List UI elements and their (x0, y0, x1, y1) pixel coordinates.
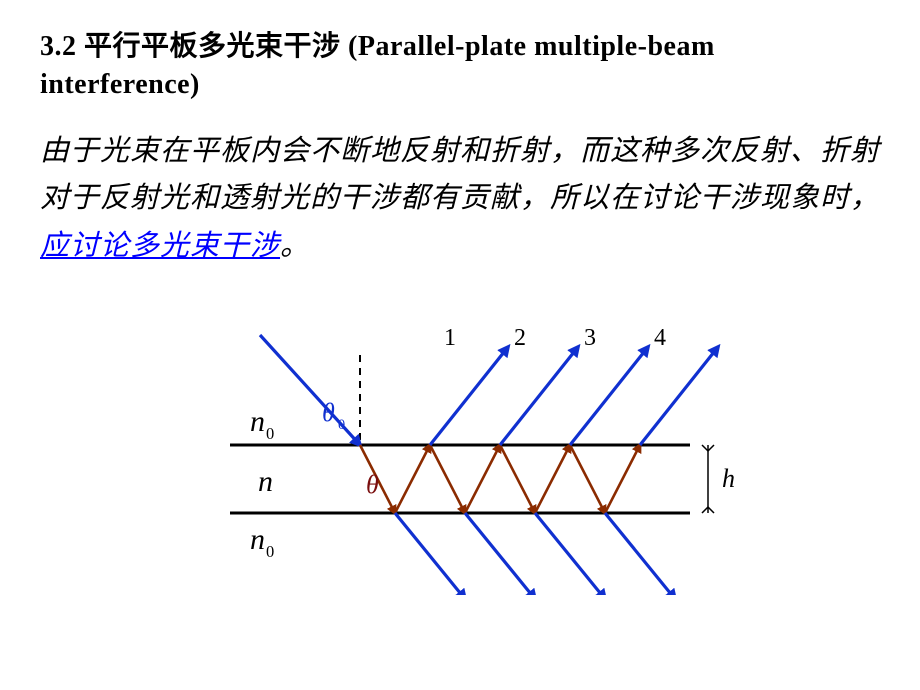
section-number: 3.2 (40, 31, 77, 62)
svg-text:θ: θ (322, 398, 335, 427)
title-en-2: interference) (40, 69, 200, 100)
para-highlight: 应讨论多光束干涉 (40, 230, 280, 262)
svg-text:1: 1 (444, 325, 456, 351)
ray-diagram-svg: h1234θ0θn0nn0 (150, 295, 770, 595)
svg-text:n: n (258, 465, 273, 498)
svg-text:0: 0 (266, 424, 274, 443)
svg-text:2: 2 (514, 325, 526, 351)
title-cn: 平行平板多光束干涉 (84, 31, 341, 62)
ray-diagram: h1234θ0θn0nn0 (150, 295, 770, 595)
svg-text:0: 0 (338, 417, 345, 433)
para-part2: 。 (280, 230, 310, 262)
svg-text:h: h (722, 464, 735, 493)
svg-text:0: 0 (266, 542, 274, 561)
svg-text:4: 4 (654, 325, 666, 351)
section-title: 3.2 平行平板多光束干涉 (Parallel-plate multiple-b… (40, 28, 880, 104)
svg-text:3: 3 (584, 325, 596, 351)
svg-text:θ: θ (366, 470, 379, 499)
para-part1: 由于光束在平板内会不断地反射和折射，而这种多次反射、折射对于反射光和透射光的干涉… (40, 135, 880, 215)
svg-text:n: n (250, 405, 265, 438)
slide: 3.2 平行平板多光束干涉 (Parallel-plate multiple-b… (0, 0, 920, 690)
title-en-1: (Parallel-plate multiple-beam (348, 31, 715, 62)
svg-text:n: n (250, 523, 265, 556)
body-paragraph: 由于光束在平板内会不断地反射和折射，而这种多次反射、折射对于反射光和透射光的干涉… (40, 128, 880, 272)
